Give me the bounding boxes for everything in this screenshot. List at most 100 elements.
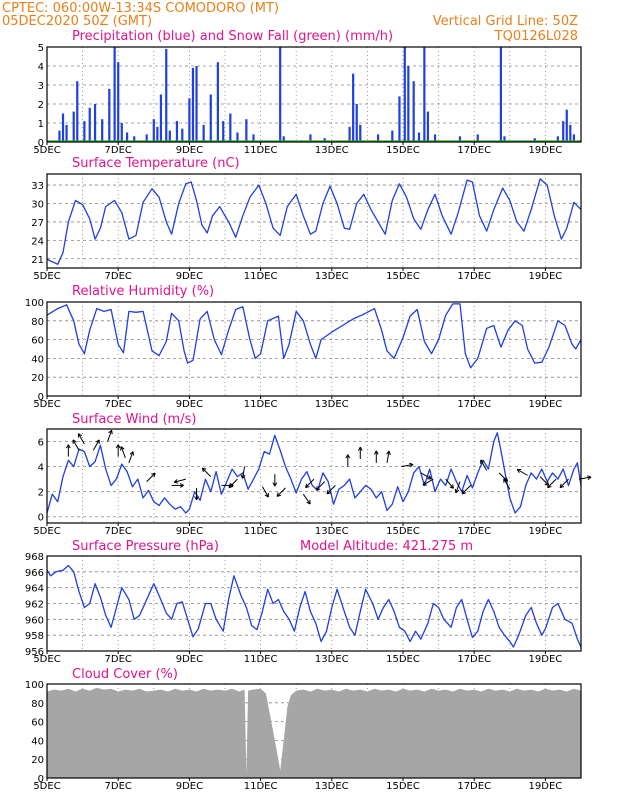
humidity-title: Relative Humidity (%): [72, 284, 214, 299]
pressure-ytick-label: 956: [25, 647, 44, 658]
wind-arrow-head: [547, 483, 550, 488]
wind-arrow-shaft: [302, 493, 311, 505]
wind-arrow: [228, 478, 238, 489]
wind-arrow-head: [72, 439, 77, 443]
wind-arrow-shaft: [315, 481, 326, 491]
wind-arrow-head: [559, 486, 565, 489]
wind-arrow: [420, 472, 432, 480]
wind-arrow: [77, 433, 85, 445]
wind-arrow: [240, 466, 246, 479]
wind-arrow-head: [461, 489, 464, 495]
wind-title: Surface Wind (m/s): [72, 412, 196, 427]
temperature-frame: [46, 173, 582, 269]
precipitation-bar: [391, 130, 394, 142]
temperature-xtick-label: 11DEC: [244, 271, 278, 282]
wind-arrow-shaft: [174, 478, 186, 483]
header-station: CPTEC: 060:00W-13:34S COMODORO (MT): [2, 1, 279, 16]
wind-arrow: [276, 487, 286, 497]
precipitation-ytick-label: 3: [38, 81, 44, 92]
wind-grid: [46, 429, 582, 523]
wind-arrow-head: [194, 496, 197, 501]
pressure-xtick-label: 9DEC: [176, 654, 203, 665]
pressure-xtick-label: 7DEC: [105, 654, 132, 665]
precipitation-bar: [65, 124, 68, 142]
precipitation-xtick-label: 9DEC: [176, 145, 203, 156]
wind-arrow-head: [315, 486, 318, 491]
precipitation-bar: [181, 128, 184, 142]
wind-arrow-head: [108, 429, 112, 434]
wind-arrow-head: [179, 483, 184, 486]
wind-arrow-head: [132, 451, 135, 456]
precipitation-bar: [282, 136, 285, 142]
precipitation-bar: [93, 104, 97, 142]
wind-arrow-shaft: [503, 478, 511, 490]
wind-arrow-shaft: [242, 466, 246, 479]
humidity-ytick-label: 100: [25, 298, 44, 309]
humidity-ytick-label: 20: [31, 373, 44, 384]
wind-arrow-head: [151, 472, 156, 475]
wind-arrow-head: [326, 492, 331, 495]
temperature-xtick-label: 5DEC: [33, 271, 60, 282]
precipitation-bar: [83, 121, 86, 142]
wind-arrow: [401, 462, 414, 468]
wind-arrow-head: [559, 483, 562, 488]
wind-arrow-head: [452, 484, 454, 489]
precipitation-bar: [152, 119, 155, 142]
wind-arrow: [305, 478, 315, 489]
wind-arrow-head: [242, 474, 246, 479]
pressure-xtick-label: 11DEC: [244, 654, 278, 665]
wind-arrow-head: [422, 481, 426, 486]
wind-arrow-head: [228, 486, 233, 489]
temperature-ytick-label: 24: [31, 236, 44, 247]
wind-arrow-shaft: [201, 467, 212, 477]
wind-arrow: [194, 487, 199, 501]
precipitation-bar: [433, 134, 437, 142]
wind-arrow-head: [505, 477, 509, 482]
wind-arrow: [445, 478, 454, 489]
temperature-xtick-label: 7DEC: [105, 271, 132, 282]
wind-arrow-head: [274, 482, 278, 487]
precipitation-bar: [229, 113, 232, 142]
wind-arrow-shaft: [305, 478, 315, 488]
precipitation-bar: [101, 119, 104, 142]
wind-arrow-head: [66, 444, 69, 449]
wind-arrow-head: [305, 483, 308, 488]
cloud-cover-area: [47, 687, 581, 778]
precipitation-bar: [359, 124, 362, 142]
wind-arrow-head: [455, 489, 460, 494]
cloud-cover-xtick-label: 11DEC: [244, 781, 278, 792]
pressure-xtick-label: 13DEC: [315, 654, 349, 665]
humidity-ytick-label: 60: [31, 336, 44, 347]
wind-arrow-head: [228, 483, 231, 488]
precipitation-axes: 0 1 2 3 4 5 5DEC 7DEC 9DEC 11DEC 13DEC 15DEC 17DEC 19…: [33, 43, 582, 156]
wind-arrow-shaft: [107, 430, 113, 442]
wind-arrow: [315, 481, 326, 491]
wind-arrow-head: [386, 450, 390, 455]
panel-humidity: Relative Humidity (%) 0 20 40 60 80 100 5DEC 7D…: [25, 284, 582, 410]
precipitation-bar: [113, 47, 116, 142]
precipitation-frame: [46, 46, 582, 143]
wind-arrow-head: [462, 492, 467, 495]
precipitation-bar: [72, 111, 75, 142]
wind-arrow-shaft: [539, 476, 549, 486]
temperature-xtick-label: 17DEC: [457, 271, 491, 282]
precipitation-bar: [476, 134, 479, 142]
precipitation-bar: [533, 138, 536, 142]
temperature-ytick-label: 33: [31, 181, 44, 192]
wind-arrow: [516, 468, 528, 476]
precipitation-bar: [175, 121, 179, 142]
panel-precipitation: Precipitation (blue) and Snow Fall (gree…: [33, 29, 582, 156]
precipitation-title: Precipitation (blue) and Snow Fall (gree…: [72, 29, 393, 44]
wind-arrow: [120, 446, 126, 458]
humidity-xtick-label: 9DEC: [176, 399, 203, 410]
precipitation-bar: [145, 134, 148, 142]
pressure-ytick-label: 968: [25, 552, 44, 563]
precipitation-xtick-label: 19DEC: [529, 145, 563, 156]
wind-arrow-head: [454, 488, 457, 493]
wind-arrow-head: [179, 484, 184, 488]
precipitation-bar: [426, 111, 430, 142]
wind-arrow: [173, 478, 186, 484]
precipitation-bar: [398, 96, 401, 142]
wind-arrow-head: [449, 486, 454, 489]
temperature-xtick-label: 19DEC: [529, 271, 563, 282]
